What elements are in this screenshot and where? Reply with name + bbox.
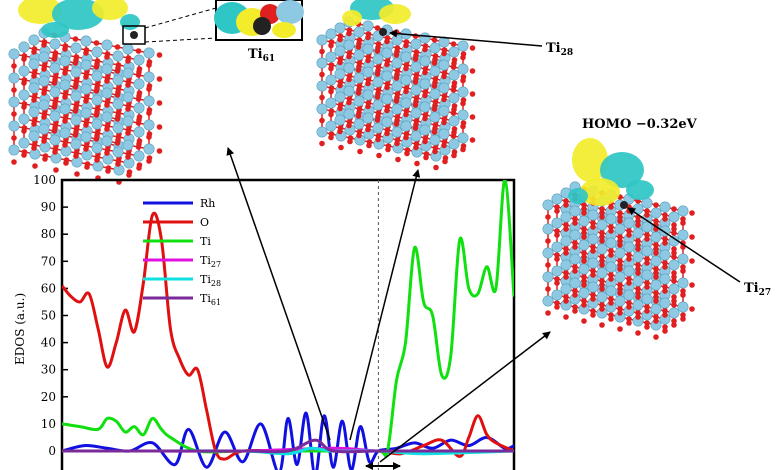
label-ti61: Ti61 (248, 47, 275, 64)
series-line-ti61 (62, 438, 514, 454)
y-axis-label: EDOS (a.u.) (13, 293, 27, 365)
edos-chart: 0 10 20 30 40 50 60 70 80 90 100 Rh O Ti Ti27 Ti28 Ti61… (13, 173, 516, 470)
y-tick-label: 10 (41, 417, 56, 431)
svg-text:Ti27: Ti27 (744, 281, 771, 298)
legend-entry: O (200, 216, 209, 229)
legend-entry: Rh (200, 197, 215, 210)
y-tick-label: 0 (48, 444, 56, 458)
y-tick-label: 30 (41, 363, 56, 377)
series-line-ti (62, 180, 514, 458)
homo-label: HOMO −0.32eV (582, 117, 698, 132)
y-tick-label: 40 (41, 336, 56, 350)
arrow-peak-to-ti61 (226, 147, 331, 441)
cluster-image-ti61 (8, 0, 163, 185)
label-ti27: Ti27 (744, 281, 771, 298)
arrow-peak-to-ti28 (349, 169, 421, 441)
y-tick-label: 50 (41, 309, 56, 323)
y-tick-label: 90 (41, 200, 56, 214)
cluster-image-ti27 (542, 138, 695, 340)
legend-entry: Ti27 (200, 254, 221, 269)
series-line-rh (62, 411, 514, 470)
y-tick-label: 20 (41, 390, 56, 404)
cluster-image-ti28 (316, 0, 476, 171)
legend-entry: Ti (200, 235, 211, 248)
y-tick-label: 100 (33, 173, 56, 187)
svg-text:Ti28: Ti28 (546, 41, 573, 58)
zoom-source-box (122, 25, 146, 45)
legend-entry: Ti61 (200, 292, 221, 307)
svg-text:Ti61: Ti61 (248, 47, 275, 64)
arrow-peak-to-ti27 (379, 331, 551, 463)
pointer-ti28 (389, 29, 543, 47)
label-ti28: Ti28 (546, 41, 573, 58)
plot-frame (60, 178, 516, 470)
y-tick-label: 80 (41, 227, 56, 241)
pointer-ti27 (627, 207, 741, 283)
legend-entry: Ti28 (200, 273, 221, 288)
legend: Rh O Ti Ti27 Ti28 Ti61 (143, 197, 221, 307)
zoom-inset (122, 0, 304, 45)
y-tick-label: 60 (41, 281, 56, 295)
series-line-o (62, 211, 514, 461)
y-tick-label: 70 (41, 254, 56, 268)
